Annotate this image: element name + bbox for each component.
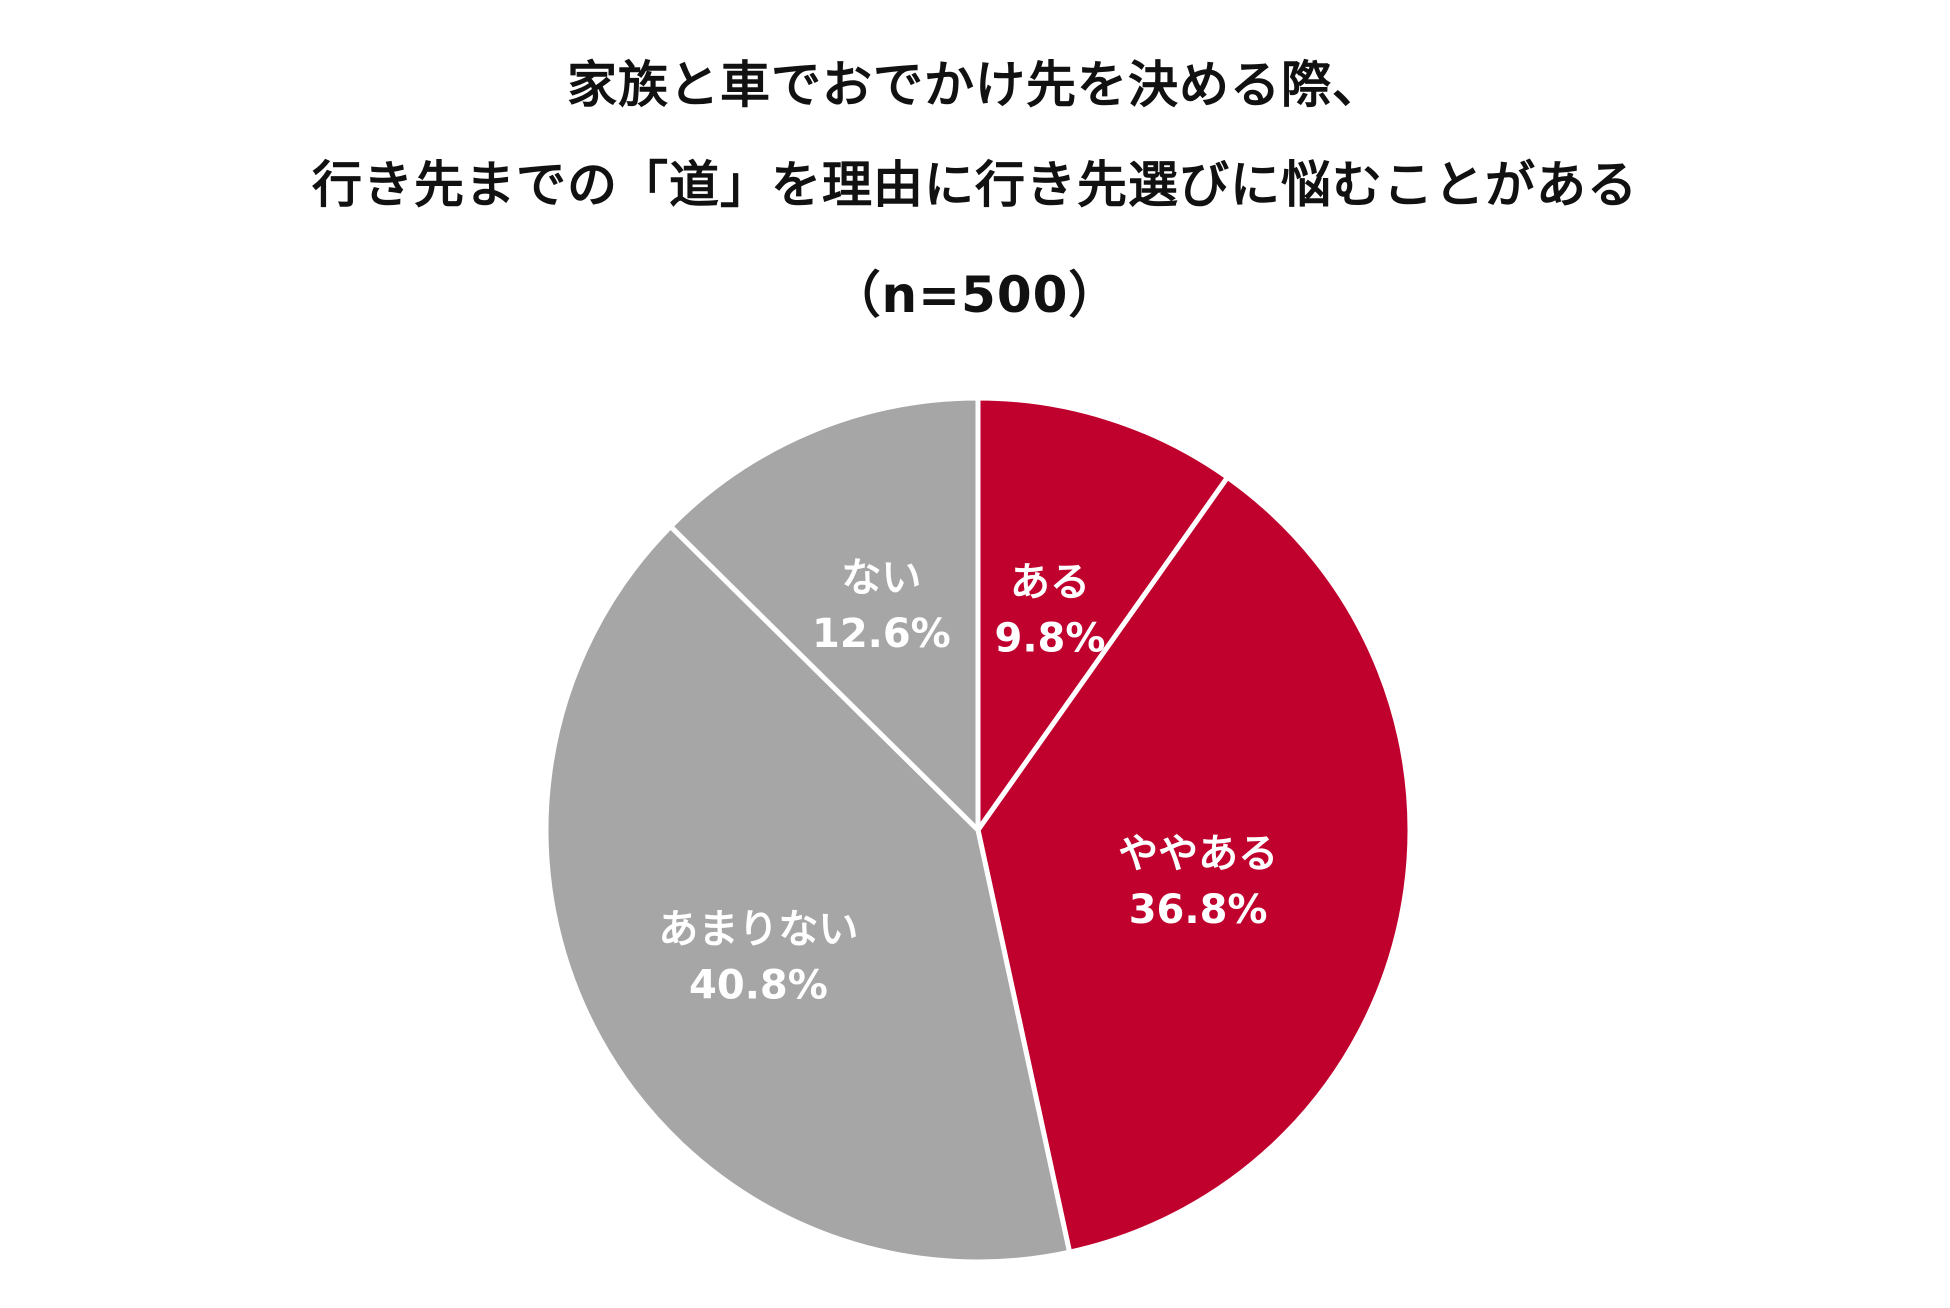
chart-title-line-2: 行き先までの「道」を理由に行き先選びに悩むことがある [312,156,1638,214]
pie-slice-3 [543,523,1073,1265]
slice-value-label-2: 36.8% [1129,887,1268,933]
pie-slice-4 [668,395,981,833]
chart-sample-size: （n=500） [830,266,1120,324]
slice-value-label-3: 40.8% [689,963,828,1009]
pie-slice-2 [975,474,1413,1255]
chart-title-line-1: 家族と車でおでかけ先を決める際、 [567,56,1383,114]
slice-value-label-1: 9.8% [995,616,1106,662]
pie-slice-1 [975,395,1231,833]
slice-label-1: ある [1010,560,1090,606]
slice-label-3: あまりない [658,907,858,953]
slice-label-2: ややある [1118,831,1278,877]
slice-value-label-4: 12.6% [812,611,951,657]
slice-label-4: ない [841,555,921,601]
